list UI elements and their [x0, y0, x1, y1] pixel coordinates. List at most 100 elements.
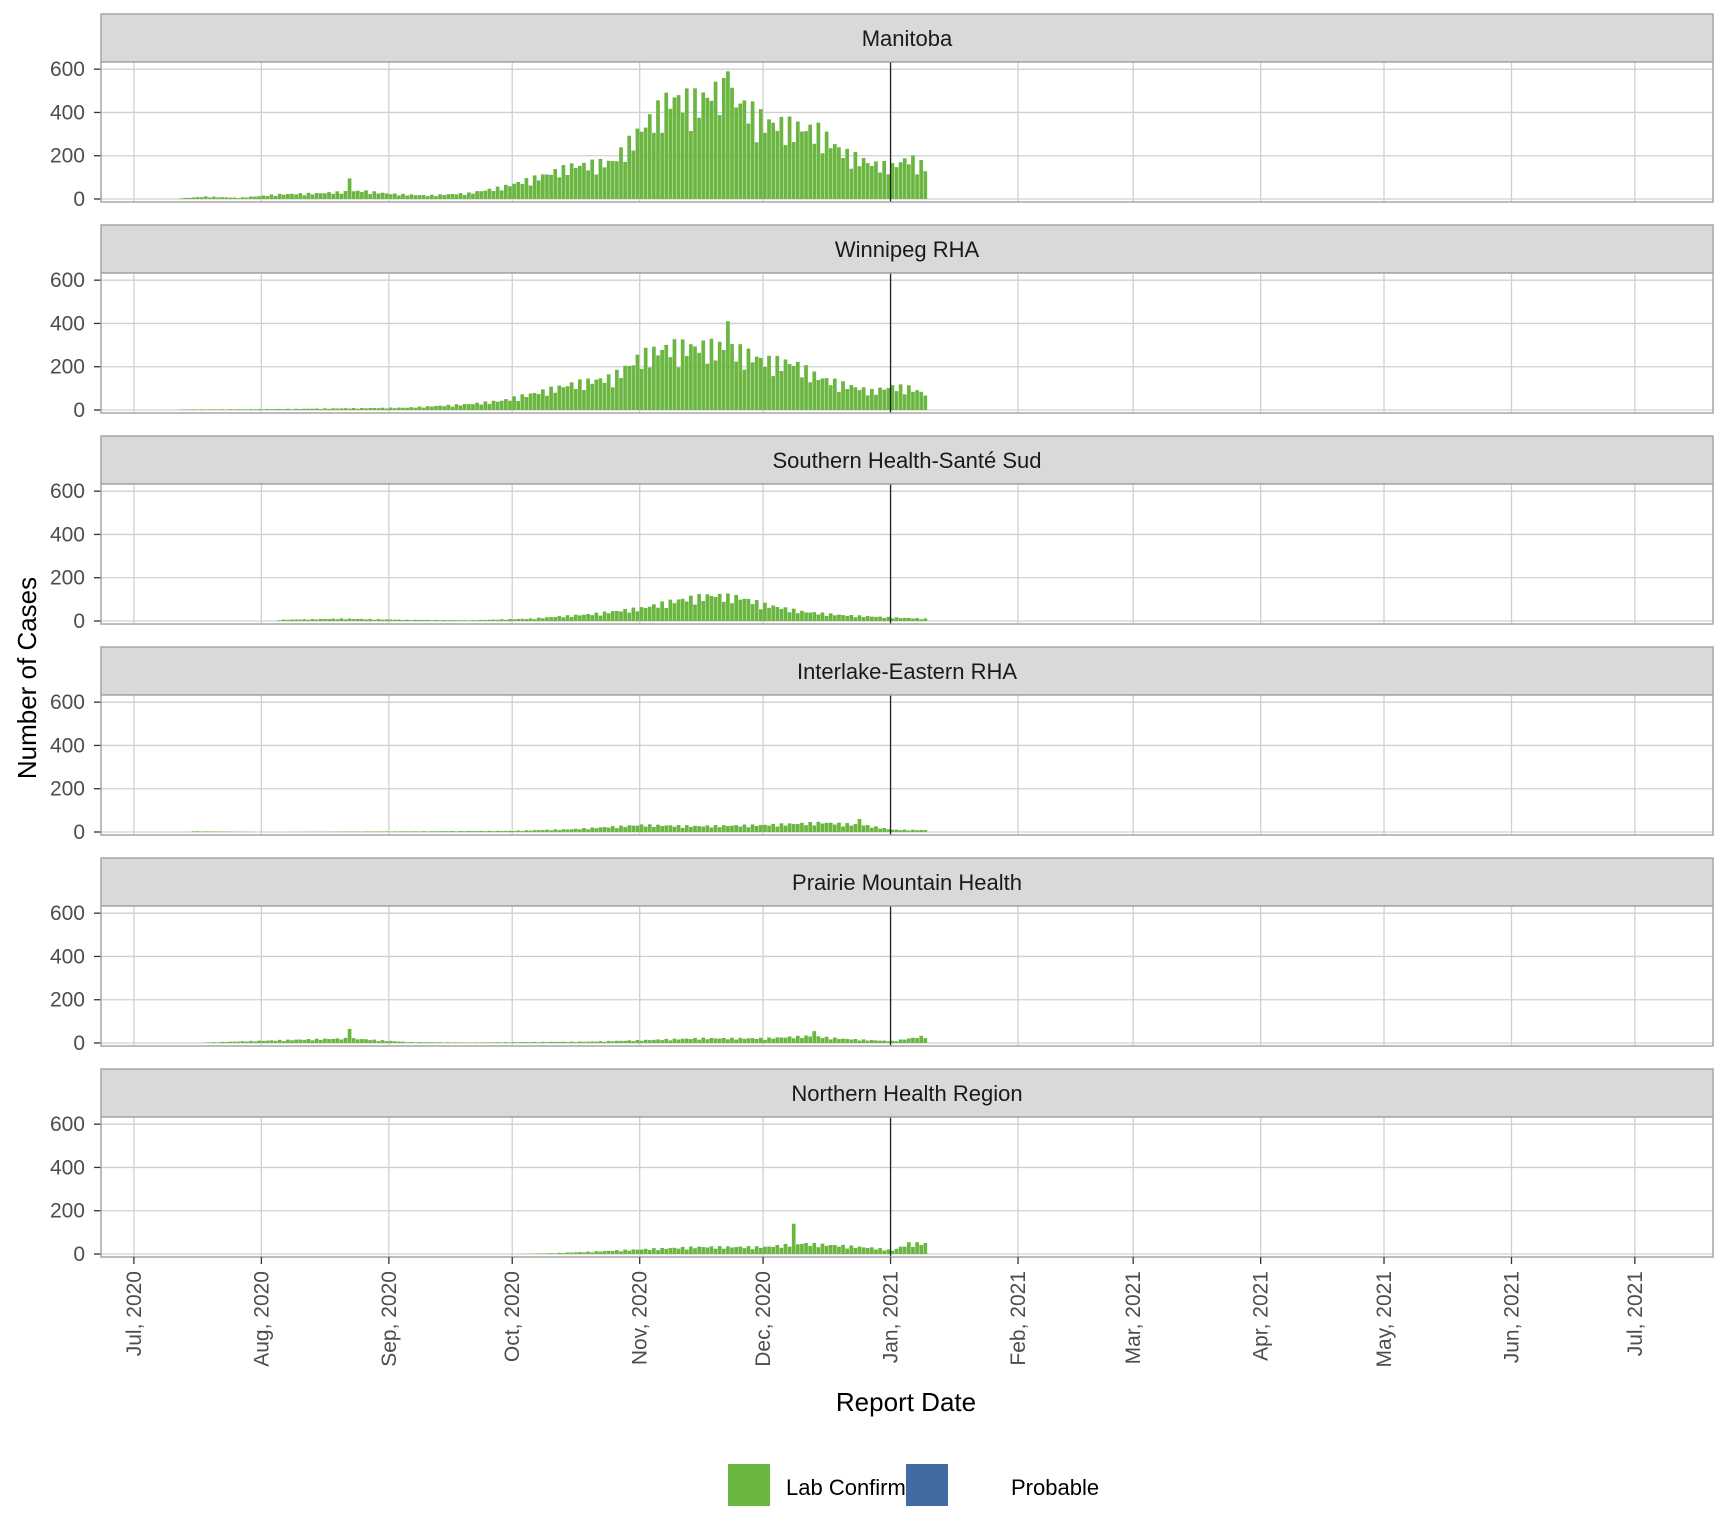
- bar: [331, 1038, 335, 1043]
- bar: [302, 619, 307, 621]
- bar: [656, 824, 660, 832]
- bar: [549, 174, 553, 199]
- bar: [800, 610, 804, 621]
- bar: [512, 831, 516, 832]
- bar: [335, 408, 340, 410]
- bar: [857, 1040, 862, 1043]
- bar: [302, 408, 307, 410]
- bar: [549, 1041, 553, 1043]
- x-tick-label: Apr, 2021: [1250, 1271, 1273, 1361]
- bar: [429, 620, 434, 621]
- bar: [693, 88, 697, 199]
- bar: [569, 829, 574, 832]
- bar: [742, 598, 747, 621]
- bar: [689, 595, 693, 621]
- bar: [281, 1041, 286, 1043]
- bar: [273, 409, 278, 410]
- bar: [656, 100, 660, 199]
- bar: [758, 824, 763, 832]
- bar: [528, 393, 533, 410]
- bar: [911, 155, 915, 199]
- bar: [273, 1040, 278, 1043]
- bar: [919, 830, 924, 832]
- bar: [861, 158, 866, 199]
- bar: [425, 196, 430, 199]
- bar: [750, 604, 755, 621]
- bar: [479, 619, 484, 621]
- bar: [841, 158, 845, 199]
- bar: [882, 160, 887, 199]
- bar: [894, 391, 899, 410]
- bar: [265, 408, 270, 410]
- bar: [318, 193, 323, 199]
- bar: [730, 87, 734, 199]
- bar: [746, 348, 751, 410]
- bar: [697, 1246, 701, 1254]
- bar: [791, 608, 796, 621]
- bar: [660, 825, 664, 832]
- bar: [438, 194, 442, 199]
- bar: [475, 620, 479, 621]
- bar: [610, 1251, 615, 1254]
- bar: [902, 1246, 907, 1254]
- bar: [380, 1040, 385, 1043]
- bar: [392, 193, 397, 199]
- bar: [705, 363, 710, 410]
- bar: [244, 197, 249, 199]
- bar: [680, 1038, 685, 1043]
- bar: [619, 825, 623, 832]
- bar: [253, 409, 257, 410]
- bar: [816, 821, 821, 832]
- bar: [360, 407, 364, 410]
- bar: [261, 195, 266, 199]
- bar: [388, 619, 393, 621]
- bar: [783, 359, 788, 410]
- bar: [524, 178, 529, 199]
- bar: [808, 612, 813, 621]
- legend-item: Probable: [906, 1464, 1099, 1506]
- x-tick-label: Jun, 2021: [1501, 1271, 1524, 1363]
- bar: [738, 103, 743, 199]
- bar: [281, 194, 286, 199]
- bar: [434, 1042, 438, 1043]
- bar: [561, 387, 566, 410]
- bar: [421, 195, 426, 199]
- bar: [898, 1246, 903, 1254]
- bar: [635, 1039, 640, 1043]
- bar: [565, 386, 570, 410]
- bar: [771, 1246, 775, 1254]
- bar: [442, 620, 447, 621]
- bar: [269, 194, 274, 199]
- bar: [466, 404, 471, 410]
- bar: [911, 618, 915, 621]
- bar: [606, 613, 611, 621]
- bar: [672, 826, 677, 832]
- bar: [343, 191, 348, 199]
- bar: [286, 619, 290, 621]
- bar: [179, 198, 183, 199]
- bar: [557, 616, 562, 621]
- bar: [438, 831, 442, 832]
- bar: [582, 389, 586, 410]
- bar: [705, 825, 710, 832]
- bar: [680, 339, 685, 410]
- bar: [561, 165, 566, 199]
- bar: [771, 823, 775, 832]
- bar: [660, 1040, 664, 1043]
- bar: [684, 88, 689, 199]
- bar: [758, 609, 763, 621]
- bar: [590, 1252, 595, 1254]
- bar: [516, 401, 521, 410]
- bar: [561, 617, 566, 621]
- bar: [298, 193, 303, 199]
- bar: [717, 827, 722, 832]
- bar: [693, 1037, 697, 1043]
- bar: [220, 1041, 224, 1043]
- bar: [298, 409, 303, 410]
- bar: [508, 830, 512, 832]
- bar: [902, 1039, 907, 1043]
- bar: [635, 1249, 640, 1254]
- y-tick-label: 200: [50, 989, 85, 1012]
- bar: [652, 346, 656, 410]
- bar: [541, 174, 545, 199]
